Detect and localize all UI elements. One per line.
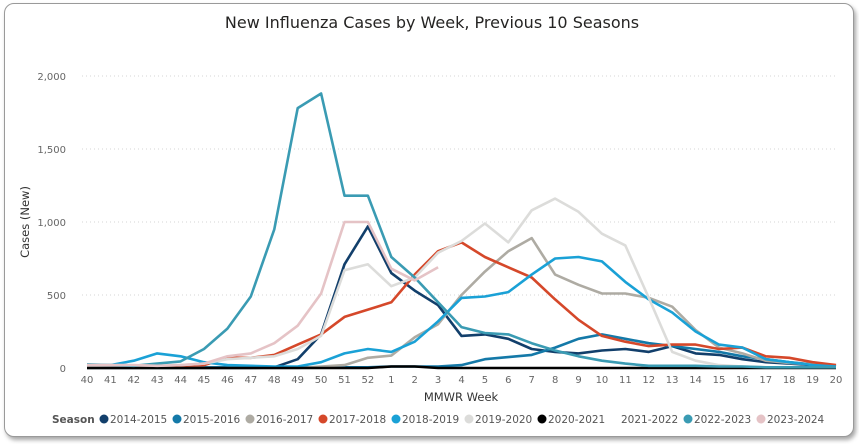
- x-axis-title: MMWR Week: [424, 390, 499, 404]
- x-tick-label: 47: [244, 375, 257, 386]
- x-tick-label: 43: [151, 375, 164, 386]
- legend-label: 2016-2017: [256, 414, 313, 426]
- x-tick-label: 52: [362, 375, 375, 386]
- legend-marker: [610, 414, 620, 424]
- legend-label: 2023-2024: [767, 414, 825, 426]
- x-tick-label: 7: [529, 375, 535, 386]
- x-tick-label: 10: [596, 375, 609, 386]
- x-tick-label: 44: [174, 375, 187, 386]
- x-tick-label: 14: [689, 375, 702, 386]
- x-tick-label: 5: [482, 375, 488, 386]
- x-tick-label: 12: [642, 375, 655, 386]
- x-tick-label: 3: [435, 375, 441, 386]
- x-tick-label: 51: [338, 375, 351, 386]
- x-tick-label: 50: [315, 375, 328, 386]
- legend-marker: [756, 414, 766, 424]
- x-tick-label: 9: [575, 375, 581, 386]
- legend-label: 2021-2022: [621, 414, 678, 426]
- x-tick-label: 19: [806, 375, 819, 386]
- x-tick-label: 15: [713, 375, 726, 386]
- legend-item-2019-2020[interactable]: 2019-2020: [464, 414, 533, 426]
- legend-label: 2015-2016: [183, 414, 241, 426]
- legend-title: Season: [52, 414, 95, 426]
- x-tick-label: 42: [127, 375, 140, 386]
- x-tick-label: 2: [412, 375, 418, 386]
- legend-label: 2018-2019: [402, 414, 459, 426]
- legend-marker: [172, 414, 182, 424]
- legend-marker: [318, 414, 328, 424]
- series-line-2019-2020[interactable]: [87, 197, 836, 369]
- x-tick-label: 45: [198, 375, 211, 386]
- legend-marker: [245, 414, 255, 424]
- legend-marker: [683, 414, 693, 424]
- series-line-2022-2023[interactable]: [86, 92, 836, 369]
- legend-label: 2019-2020: [475, 414, 532, 426]
- y-tick-label: 2,000: [37, 72, 66, 83]
- legend-label: 2014-2015: [110, 414, 167, 426]
- y-tick-label: 500: [47, 291, 66, 302]
- legend-marker: [99, 414, 109, 424]
- legend-marker: [391, 414, 401, 424]
- x-tick-label: 6: [505, 375, 511, 386]
- legend-marker: [537, 414, 547, 424]
- legend-item-2023-2024[interactable]: 2023-2024: [756, 414, 825, 426]
- x-tick-label: 1: [388, 375, 394, 386]
- x-tick-label: 18: [783, 375, 796, 386]
- x-tick-label: 4: [458, 375, 464, 386]
- y-tick-label: 0: [60, 364, 66, 375]
- y-tick-label: 1,000: [37, 218, 66, 229]
- legend-item-2018-2019[interactable]: 2018-2019: [391, 414, 460, 426]
- y-tick-label: 1,500: [37, 145, 66, 156]
- legend-item-2017-2018[interactable]: 2017-2018: [318, 414, 387, 426]
- x-tick-label: 46: [221, 375, 234, 386]
- legend-item-2014-2015[interactable]: 2014-2015: [99, 414, 168, 426]
- x-tick-label: 8: [552, 375, 558, 386]
- x-tick-label: 11: [619, 375, 632, 386]
- chart-title: New Influenza Cases by Week, Previous 10…: [225, 13, 639, 32]
- x-tick-label: 13: [666, 375, 679, 386]
- legend-item-2015-2016[interactable]: 2015-2016: [172, 414, 241, 426]
- legend-label: 2022-2023: [694, 414, 751, 426]
- legend-item-2020-2021[interactable]: 2020-2021: [537, 414, 606, 426]
- y-axis-title: Cases (New): [18, 186, 32, 258]
- legend-item-2016-2017[interactable]: 2016-2017: [245, 414, 314, 426]
- series-line-2020-2021[interactable]: [87, 365, 836, 370]
- x-tick-label: 41: [104, 375, 117, 386]
- series-line-2023-2024[interactable]: [87, 220, 439, 368]
- series-line-2017-2018[interactable]: [87, 241, 837, 368]
- x-tick-label: 16: [736, 375, 749, 386]
- legend-label: 2020-2021: [548, 414, 605, 426]
- legend-marker: [464, 414, 474, 424]
- x-tick-label: 20: [830, 375, 843, 386]
- legend-item-2021-2022[interactable]: 2021-2022: [610, 414, 679, 426]
- x-tick-label: 40: [81, 375, 94, 386]
- x-tick-label: 17: [759, 375, 772, 386]
- legend-item-2022-2023[interactable]: 2022-2023: [683, 414, 752, 426]
- x-tick-label: 48: [268, 375, 281, 386]
- legend-label: 2017-2018: [329, 414, 386, 426]
- x-tick-label: 49: [291, 375, 304, 386]
